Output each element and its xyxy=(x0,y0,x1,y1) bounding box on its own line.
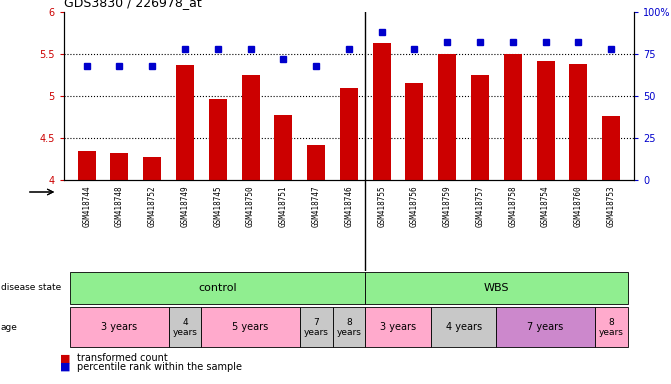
Text: 3 years: 3 years xyxy=(101,322,138,333)
Text: control: control xyxy=(199,283,237,293)
Text: GDS3830 / 226978_at: GDS3830 / 226978_at xyxy=(64,0,201,9)
Text: 3 years: 3 years xyxy=(380,322,416,333)
Bar xyxy=(176,65,194,180)
FancyBboxPatch shape xyxy=(365,273,627,303)
Bar xyxy=(78,151,96,180)
Text: GSM418753: GSM418753 xyxy=(607,185,616,227)
FancyBboxPatch shape xyxy=(497,308,595,347)
FancyBboxPatch shape xyxy=(431,308,497,347)
FancyBboxPatch shape xyxy=(300,308,333,347)
Bar xyxy=(209,99,227,180)
Text: GSM418750: GSM418750 xyxy=(246,185,255,227)
Bar xyxy=(570,64,587,180)
FancyBboxPatch shape xyxy=(201,308,300,347)
Text: 7
years: 7 years xyxy=(304,318,329,337)
Bar xyxy=(340,88,358,180)
Bar xyxy=(143,157,161,180)
Text: percentile rank within the sample: percentile rank within the sample xyxy=(77,362,242,372)
Text: 8
years: 8 years xyxy=(336,318,362,337)
Text: GSM418756: GSM418756 xyxy=(410,185,419,227)
Text: 4 years: 4 years xyxy=(446,322,482,333)
Bar xyxy=(307,145,325,180)
Text: WBS: WBS xyxy=(484,283,509,293)
Text: ■: ■ xyxy=(60,353,71,363)
Text: GSM418748: GSM418748 xyxy=(115,185,124,227)
Bar xyxy=(602,116,620,180)
Text: 7 years: 7 years xyxy=(527,322,564,333)
Bar xyxy=(537,61,555,180)
Text: age: age xyxy=(1,323,17,332)
Text: GSM418752: GSM418752 xyxy=(148,185,157,227)
Text: ■: ■ xyxy=(60,362,71,372)
Bar xyxy=(242,75,260,180)
FancyBboxPatch shape xyxy=(168,308,201,347)
Text: GSM418754: GSM418754 xyxy=(541,185,550,227)
FancyBboxPatch shape xyxy=(70,273,365,303)
Text: GSM418749: GSM418749 xyxy=(180,185,189,227)
Bar xyxy=(438,54,456,180)
FancyBboxPatch shape xyxy=(333,308,365,347)
Text: GSM418755: GSM418755 xyxy=(377,185,386,227)
Text: GSM418751: GSM418751 xyxy=(279,185,288,227)
FancyBboxPatch shape xyxy=(595,308,627,347)
Text: GSM418744: GSM418744 xyxy=(82,185,91,227)
Text: GSM418759: GSM418759 xyxy=(443,185,452,227)
Bar xyxy=(111,154,128,180)
FancyBboxPatch shape xyxy=(365,308,431,347)
Text: GSM418746: GSM418746 xyxy=(344,185,354,227)
Text: GSM418760: GSM418760 xyxy=(574,185,583,227)
Bar xyxy=(471,75,489,180)
Bar xyxy=(372,43,391,180)
Text: GSM418745: GSM418745 xyxy=(213,185,222,227)
Text: GSM418757: GSM418757 xyxy=(476,185,484,227)
Text: 5 years: 5 years xyxy=(232,322,268,333)
Text: GSM418758: GSM418758 xyxy=(509,185,517,227)
Bar xyxy=(405,83,423,180)
Text: transformed count: transformed count xyxy=(77,353,168,363)
Text: 8
years: 8 years xyxy=(599,318,623,337)
Bar xyxy=(274,116,293,180)
Text: disease state: disease state xyxy=(1,283,61,293)
Bar xyxy=(504,54,522,180)
Text: GSM418747: GSM418747 xyxy=(311,185,321,227)
Text: 4
years: 4 years xyxy=(172,318,197,337)
FancyBboxPatch shape xyxy=(70,308,168,347)
